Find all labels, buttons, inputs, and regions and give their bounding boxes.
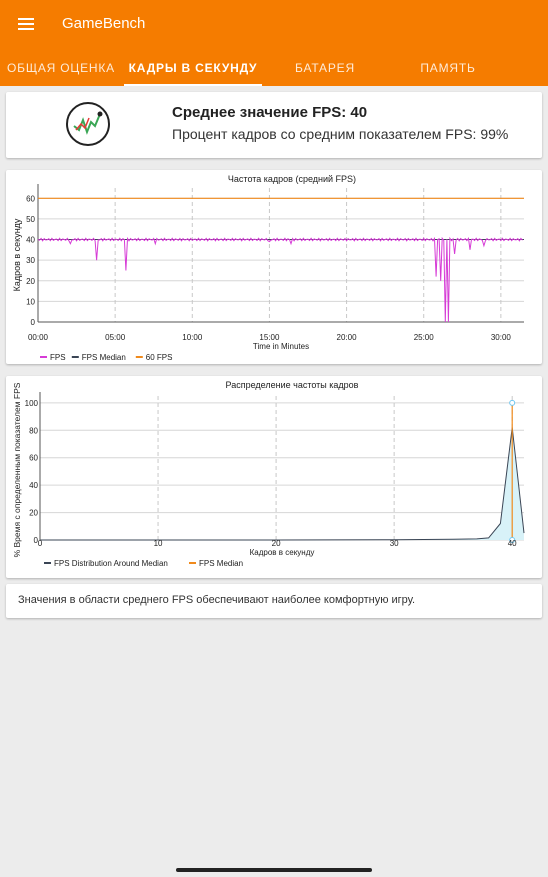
chart2-title: Распределение частоты кадров (226, 380, 359, 390)
chart1-ylabel: Кадров в секунду (12, 218, 22, 291)
fps-series-line (37, 236, 523, 323)
fps-distribution-chart: Распределение частоты кадров 0 20 40 60 80 10… (12, 380, 525, 568)
y-tick-label: 60 (29, 454, 38, 463)
median-marker-top-dot (509, 399, 516, 406)
y-tick-label: 0 (34, 536, 39, 545)
legend-label: FPS Distribution Around Median (54, 559, 168, 568)
tab-overview[interactable]: ОБЩАЯ ОЦЕНКА (7, 61, 115, 75)
y-tick-label: 10 (26, 297, 35, 306)
y-tick-label: 50 (26, 215, 35, 224)
x-tick-label: 05:00 (105, 333, 126, 342)
tab-memory[interactable]: ПАМЯТЬ (420, 61, 476, 75)
info-card: Значения в области среднего FPS обеспечи… (6, 584, 542, 618)
chart2-ylabel: % Время с определенным показателем FPS (12, 382, 22, 557)
y-tick-label: 20 (26, 277, 35, 286)
app-bar: GameBench ОБЩАЯ ОЦЕНКА КАДРЫ В СЕКУНДУ Б… (0, 0, 548, 86)
menu-icon[interactable] (18, 16, 38, 34)
y-tick-label: 30 (26, 256, 35, 265)
y-tick-label: 40 (26, 236, 35, 245)
x-tick-label: 10 (154, 539, 163, 548)
chart2-xlabel: Кадров в секунду (250, 548, 315, 557)
fps-distribution-card: Распределение частоты кадров 0 20 40 60 80 10… (6, 376, 542, 578)
y-tick-label: 100 (25, 399, 39, 408)
y-tick-label: 0 (31, 318, 36, 327)
x-tick-label: 20 (272, 539, 281, 548)
chart1-title: Частота кадров (средний FPS) (228, 174, 356, 184)
tab-battery[interactable]: БАТАРЕЯ (295, 61, 355, 75)
fps-summary-card: Среднее значение FPS: 40 Процент кадров … (6, 92, 542, 158)
legend-label: FPS (50, 353, 66, 362)
fps-timeline-card: Частота кадров (средний FPS) 0 10 20 30 40 50… (6, 170, 542, 364)
y-tick-label: 40 (29, 481, 38, 490)
y-tick-label: 80 (29, 426, 38, 435)
legend-label: FPS Median (199, 559, 243, 568)
gamebench-logo-icon (66, 102, 110, 146)
x-tick-label: 30 (390, 539, 399, 548)
x-tick-label: 20:00 (337, 333, 358, 342)
median-marker-bottom-dot (509, 537, 516, 543)
x-tick-label: 30:00 (491, 333, 512, 342)
x-tick-label: 0 (38, 539, 43, 548)
legend-label: FPS Median (82, 353, 126, 362)
app-title: GameBench (62, 15, 146, 32)
chart1-xlabel: Time in Minutes (253, 342, 309, 351)
x-tick-label: 40 (508, 539, 517, 548)
x-tick-label: 15:00 (259, 333, 280, 342)
median-fps-text: Среднее значение FPS: 40 (172, 104, 368, 121)
tab-fps[interactable]: КАДРЫ В СЕКУНДУ (124, 52, 262, 86)
x-tick-label: 00:00 (28, 333, 49, 342)
info-text: Значения в области среднего FPS обеспечи… (18, 594, 416, 606)
fps-timeline-chart: Частота кадров (средний FPS) 0 10 20 30 40 50… (12, 174, 524, 362)
y-tick-label: 60 (26, 194, 35, 203)
tab-bar: ОБЩАЯ ОЦЕНКА КАДРЫ В СЕКУНДУ БАТАРЕЯ ПАМ… (0, 52, 548, 86)
frames-percent-text: Процент кадров со средним показателем FP… (172, 126, 509, 142)
legend-label: 60 FPS (146, 353, 173, 362)
distribution-line (40, 427, 525, 541)
x-tick-label: 25:00 (414, 333, 435, 342)
x-tick-label: 10:00 (182, 333, 203, 342)
y-tick-label: 20 (29, 509, 38, 518)
distribution-area (40, 427, 524, 540)
home-indicator[interactable] (176, 868, 372, 872)
